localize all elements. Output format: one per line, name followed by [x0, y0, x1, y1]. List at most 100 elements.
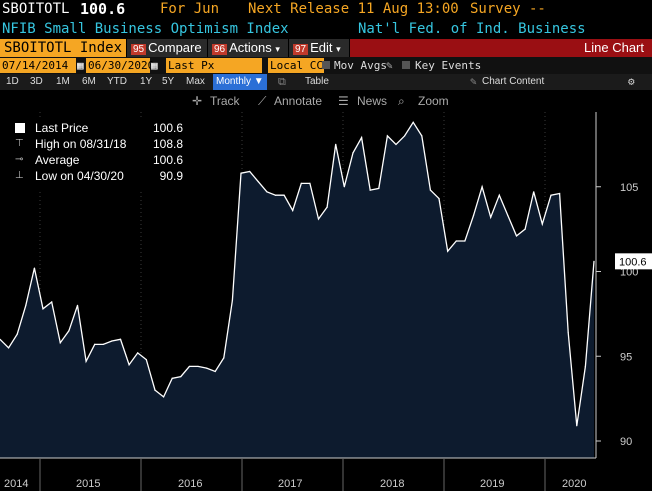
actions-label: Actions — [229, 40, 272, 55]
data-point — [206, 367, 208, 369]
line-chart[interactable]: 105 100 95 90 100.6 2014 2015 2016 2017 2018 2019… — [0, 112, 652, 491]
key-events-checkbox[interactable] — [402, 61, 410, 69]
data-point — [111, 340, 113, 342]
frequency-select[interactable]: Monthly ▼ — [213, 74, 267, 90]
end-date-field[interactable]: 06/30/2020 — [86, 58, 155, 73]
news-icon[interactable]: ☰ — [338, 94, 349, 108]
key-events-label: Key Events — [415, 59, 482, 72]
data-point — [352, 152, 354, 154]
search-icon[interactable]: ⌕ — [398, 94, 405, 108]
annotate-button[interactable]: Annotate — [274, 94, 323, 108]
data-point — [180, 375, 182, 378]
zoom-button[interactable]: Zoom — [418, 94, 449, 108]
chart-content-icon[interactable]: ✎ — [470, 75, 477, 88]
frequency-label: Monthly — [216, 76, 252, 87]
security-field[interactable]: SBOITOTL Index — [0, 39, 126, 57]
data-point — [171, 377, 173, 379]
data-point — [541, 223, 543, 225]
data-point — [257, 181, 259, 183]
range-ytd[interactable]: YTD — [107, 76, 127, 87]
legend-value: 100.6 — [152, 153, 183, 167]
range-max[interactable]: Max — [186, 76, 205, 87]
data-point — [343, 186, 345, 188]
news-button[interactable]: News — [357, 94, 388, 108]
y-axis: 105 100 95 90 100.6 — [595, 112, 652, 458]
chart-content-button[interactable]: Chart Content — [482, 76, 545, 87]
range-1m[interactable]: 1M — [56, 76, 70, 87]
edit-label: Edit — [310, 40, 333, 55]
legend-high: ⊤ High on 08/31/18 108.8 — [3, 137, 185, 152]
y-tick-label: 105 — [620, 182, 638, 194]
y-tick-label: 95 — [620, 351, 632, 363]
y-axis-background — [596, 112, 652, 458]
data-point — [300, 182, 302, 184]
data-point — [421, 135, 423, 137]
chart-tools: ✛ Track ⟋ Annotate ☰ News ⌕ Zoom — [0, 90, 652, 112]
data-point — [369, 189, 371, 191]
current-value-label: 100.6 — [619, 256, 647, 268]
data-point — [240, 172, 242, 174]
table-button[interactable]: Table — [305, 76, 329, 87]
average-marker-icon: ⊸ — [15, 154, 24, 165]
data-point — [472, 214, 475, 217]
mov-avgs-checkbox[interactable] — [322, 61, 330, 69]
edit-num: 97 — [293, 44, 309, 55]
data-point — [0, 338, 1, 340]
pencil-icon[interactable]: ✎ — [386, 59, 393, 72]
gear-icon[interactable]: ⚙ — [628, 75, 635, 88]
toolbar: SBOITOTL Index 95 Compare 96 Actions ▾ 97 E… — [0, 39, 652, 57]
data-points — [0, 121, 595, 427]
x-tick-label: 2020 — [562, 478, 586, 490]
mov-avgs-label: Mov Avgs — [334, 59, 387, 72]
legend-label: Average — [35, 153, 80, 167]
x-axis-background — [0, 458, 652, 491]
table-icon[interactable]: ⧉ — [278, 75, 286, 88]
data-point — [94, 343, 96, 345]
data-point — [593, 260, 595, 262]
x-tick-label: 2016 — [178, 478, 202, 490]
calendar-icon[interactable]: ▦ — [77, 59, 84, 72]
calendar-icon[interactable]: ▦ — [151, 59, 158, 72]
source: Nat'l Fed. of Ind. Business — [358, 21, 586, 37]
data-point — [567, 331, 569, 334]
crosshair-icon[interactable]: ✛ — [192, 94, 203, 108]
data-point — [266, 191, 268, 193]
legend: Last Price 100.6 ⊤ High on 08/31/18 108.… — [3, 118, 185, 190]
data-point — [481, 186, 483, 188]
data-point — [249, 170, 251, 173]
data-point — [76, 304, 79, 306]
data-point — [317, 218, 320, 220]
legend-value: 108.8 — [152, 137, 183, 151]
data-point — [154, 389, 156, 391]
data-point — [85, 360, 87, 362]
range-1y[interactable]: 1Y — [140, 76, 153, 87]
dropdown-icon: ▾ — [275, 44, 280, 54]
start-date-field[interactable]: 07/14/2014 — [0, 58, 76, 73]
range-5y[interactable]: 5Y — [162, 76, 175, 87]
high-marker-icon: ⊤ — [15, 138, 24, 149]
track-button[interactable]: Track — [210, 94, 240, 108]
pencil-icon[interactable]: ⟋ — [258, 94, 267, 108]
legend-value: 90.9 — [159, 169, 183, 183]
view-label: Line Chart — [584, 40, 644, 55]
range-3d[interactable]: 3D — [30, 76, 43, 87]
field-select[interactable]: Last Px — [166, 58, 262, 73]
data-point — [386, 135, 388, 137]
compare-button[interactable]: 95 Compare — [127, 39, 207, 57]
data-point — [584, 365, 586, 368]
range-6m[interactable]: 6M — [82, 76, 96, 87]
data-point — [8, 347, 10, 349]
actions-button[interactable]: 96 Actions ▾ — [208, 39, 288, 57]
data-point — [404, 135, 406, 137]
x-axis: 2014 2015 2016 2017 2018 2019 2020 — [0, 457, 652, 491]
data-point — [490, 216, 492, 218]
data-point — [102, 343, 104, 345]
data-point — [197, 365, 199, 368]
currency-select[interactable]: Local CCY — [268, 58, 330, 73]
edit-button[interactable]: 97 Edit ▾ — [289, 39, 349, 57]
range-1d[interactable]: 1D — [6, 76, 19, 87]
data-point — [214, 370, 216, 373]
view-title: Line Chart — [350, 39, 652, 57]
data-point — [137, 352, 139, 354]
data-point — [378, 187, 380, 190]
